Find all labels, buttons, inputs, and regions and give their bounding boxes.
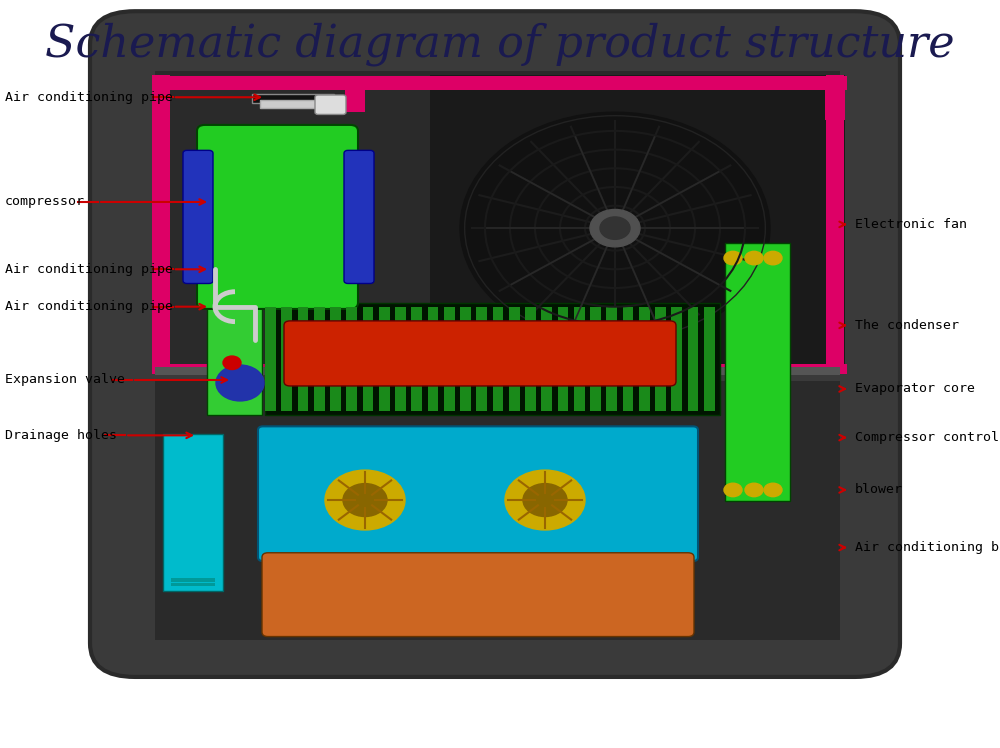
Bar [704,307,715,411]
FancyBboxPatch shape [315,95,346,114]
Bar [428,307,438,411]
Bar [281,307,292,411]
Bar [541,307,552,411]
Text: Compressor controller: Compressor controller [855,431,1000,444]
Bar [558,307,568,411]
Text: Schematic diagram of product structure: Schematic diagram of product structure [45,22,955,66]
Bar [509,307,520,411]
Circle shape [724,251,742,265]
Bar [207,303,262,415]
FancyBboxPatch shape [183,150,213,283]
Bar [155,367,840,375]
Text: Drainage holes: Drainage holes [5,429,117,442]
Circle shape [764,251,782,265]
Bar [460,307,471,411]
Bar [622,307,633,411]
Bar [152,75,170,367]
FancyBboxPatch shape [90,11,900,677]
Bar [155,71,840,374]
Bar [826,75,844,367]
Text: Air conditioning pipe: Air conditioning pipe [5,300,173,313]
Circle shape [590,209,640,247]
Circle shape [745,251,763,265]
Text: Air conditioning pipe: Air conditioning pipe [5,263,173,276]
Text: Air conditioning backplane: Air conditioning backplane [855,541,1000,554]
Bar [171,578,215,582]
Bar [395,307,406,411]
Bar [655,307,666,411]
Bar [163,434,223,591]
Bar [606,307,617,411]
Bar [525,307,536,411]
Circle shape [505,470,585,530]
Bar [639,307,650,411]
Text: blower: blower [855,483,903,497]
Text: Electronic fan: Electronic fan [855,218,967,231]
Text: compressor: compressor [5,195,85,209]
Circle shape [523,484,567,516]
Circle shape [325,470,405,530]
Bar [345,90,365,112]
FancyBboxPatch shape [344,150,374,283]
Bar [252,94,334,103]
FancyBboxPatch shape [284,321,676,386]
Circle shape [460,112,770,344]
FancyBboxPatch shape [258,426,698,561]
Bar [493,307,503,411]
Bar [152,364,847,374]
Bar [346,307,357,411]
Bar [725,243,790,501]
Bar [155,381,840,640]
Text: Evaporator core: Evaporator core [855,382,975,396]
FancyBboxPatch shape [262,553,694,637]
Bar [671,307,682,411]
Bar [152,76,847,90]
Circle shape [724,483,742,497]
Bar [688,307,698,411]
Bar [171,583,215,586]
Bar [825,90,845,120]
Text: The condenser: The condenser [855,319,959,332]
Bar [265,303,720,415]
Bar [265,307,276,411]
Circle shape [764,483,782,497]
Circle shape [216,365,264,401]
Bar [314,307,325,411]
Bar [298,307,308,411]
Bar [330,307,341,411]
Text: Expansion valve: Expansion valve [5,373,125,387]
Text: Air conditioning pipe: Air conditioning pipe [5,91,173,104]
FancyBboxPatch shape [197,125,358,309]
Bar [574,307,585,411]
Circle shape [343,484,387,516]
Circle shape [600,217,630,239]
Circle shape [223,356,241,370]
Bar [411,307,422,411]
Bar [379,307,390,411]
Bar [590,307,601,411]
Circle shape [745,483,763,497]
Bar [476,307,487,411]
Bar [260,100,325,108]
Bar [444,307,455,411]
Bar [363,307,373,411]
Bar [430,75,845,367]
